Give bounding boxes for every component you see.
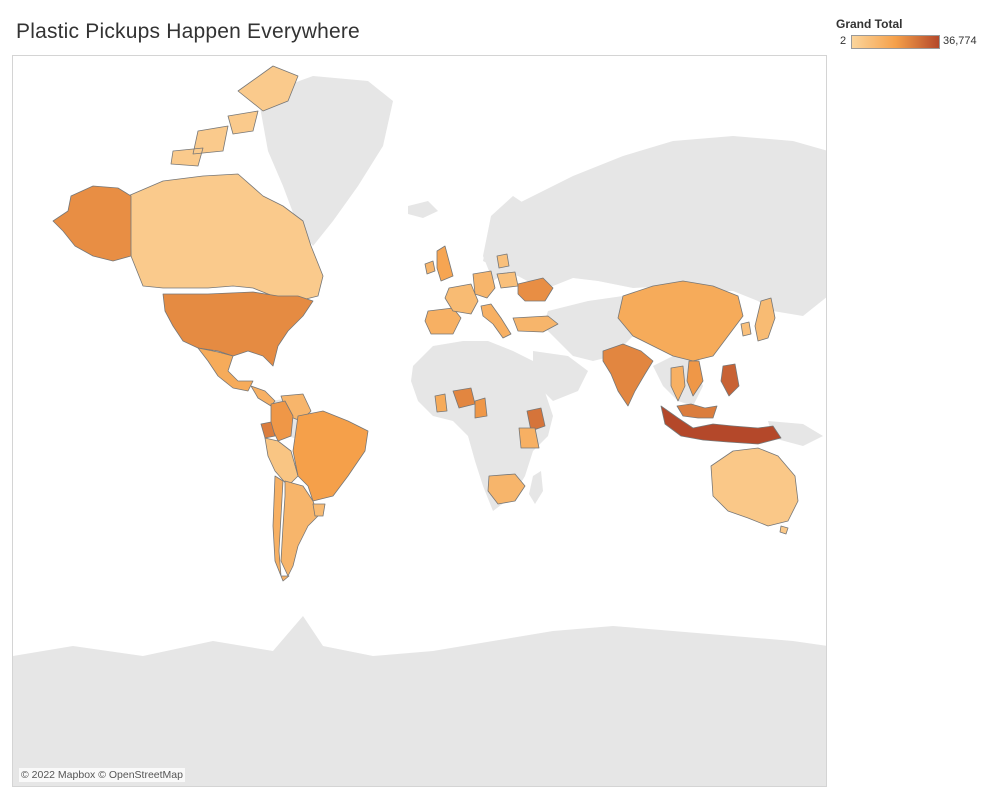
region-brazil[interactable] [292, 410, 369, 502]
legend-min-label: 2 [840, 35, 847, 47]
land-madagascar [529, 471, 543, 504]
region-thailand[interactable] [670, 365, 686, 402]
legend-title: Grand Total [836, 17, 903, 31]
region-uk[interactable] [436, 245, 454, 282]
region-turkey[interactable] [512, 315, 559, 333]
color-legend[interactable]: Grand Total 2 36,774 [836, 17, 996, 50]
legend-max-label: 36,774 [943, 35, 977, 47]
region-cameroon[interactable] [474, 397, 488, 419]
region-japan[interactable] [754, 297, 776, 342]
land-arabia [533, 351, 588, 401]
region-australia[interactable] [710, 447, 799, 527]
region-italy[interactable] [480, 303, 512, 339]
region-ukraine[interactable] [517, 277, 554, 302]
legend-gradient-bar [851, 35, 940, 49]
region-chile[interactable] [272, 475, 290, 582]
region-usa[interactable] [162, 291, 314, 367]
world-map[interactable]: © 2022 Mapbox © OpenStreetMap [12, 55, 827, 787]
region-poland[interactable] [496, 271, 519, 289]
base-land-layer [13, 76, 826, 786]
region-india[interactable] [602, 343, 654, 407]
region-ghana[interactable] [434, 393, 448, 413]
land-scandinavia [483, 196, 528, 281]
land-eurasia [483, 136, 826, 316]
region-south-africa[interactable] [487, 473, 526, 505]
map-attribution[interactable]: © 2022 Mapbox © OpenStreetMap [19, 768, 185, 782]
legend-scale: 2 36,774 [836, 34, 996, 50]
region-france[interactable] [444, 283, 479, 315]
region-central-america[interactable] [250, 385, 276, 407]
region-uruguay[interactable] [312, 503, 326, 517]
region-south-korea[interactable] [740, 321, 752, 337]
region-new-zealand[interactable] [779, 525, 789, 535]
region-malaysia[interactable] [676, 403, 718, 419]
region-argentina[interactable] [280, 480, 319, 577]
region-spain[interactable] [424, 307, 462, 335]
region-ecuador[interactable] [260, 421, 276, 439]
region-canadian-arctic[interactable] [170, 65, 299, 167]
region-indonesia[interactable] [660, 405, 782, 445]
map-canvas [13, 65, 826, 786]
land-greenland [258, 76, 393, 246]
region-peru[interactable] [264, 437, 299, 487]
land-papua [768, 421, 823, 446]
region-philippines[interactable] [720, 363, 740, 397]
region-kenya[interactable] [526, 407, 546, 432]
map-title: Plastic Pickups Happen Everywhere [16, 20, 360, 43]
region-vietnam[interactable] [686, 360, 704, 397]
region-canada[interactable] [127, 173, 324, 302]
region-sweden[interactable] [496, 253, 510, 269]
region-germany[interactable] [472, 270, 496, 299]
region-china[interactable] [617, 280, 744, 362]
region-tanzania[interactable] [518, 427, 540, 449]
region-alaska[interactable] [52, 185, 132, 262]
land-iceland [408, 201, 438, 218]
region-ireland[interactable] [424, 260, 436, 275]
data-layer [52, 65, 799, 582]
land-africa [411, 341, 553, 511]
region-mexico[interactable] [197, 347, 254, 392]
land-antarctica [13, 616, 826, 786]
